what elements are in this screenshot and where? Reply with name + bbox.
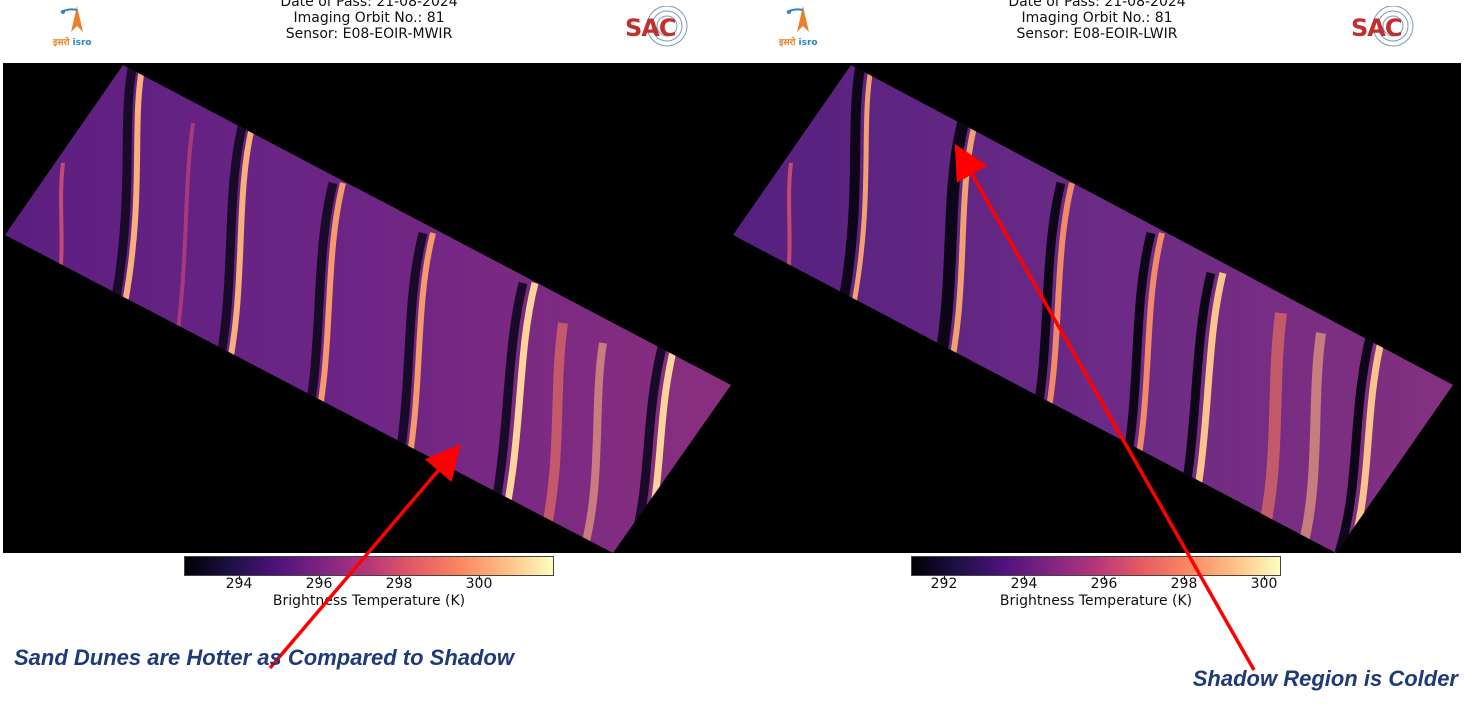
colorbar-ticks: 292 294 296 298 300 (911, 576, 1281, 592)
colorbar (911, 556, 1281, 576)
isro-hindi: इसरो (53, 38, 70, 48)
orbit-number: Imaging Orbit No.: 81 (1021, 10, 1173, 26)
isro-logo: इसरो isro (779, 4, 827, 48)
mwir-panel: इसरो isro Date of Pass: 21-08-2024 Imagin… (3, 0, 735, 620)
sac-logo: SAC (1349, 6, 1427, 50)
sac-logo-text: SAC (1351, 14, 1402, 42)
colorbar-tick-label: 298 (1170, 576, 1198, 592)
pass-header: Date of Pass: 21-08-2024 Imaging Orbit N… (3, 0, 735, 42)
annotation-cold-shadow: Shadow Region is Colder (1192, 666, 1458, 691)
isro-hindi: इसरो (779, 38, 796, 48)
mwir-thermal-image (3, 63, 733, 553)
colorbar-tick-label: 300 (465, 576, 493, 592)
colorbar-label: Brightness Temperature (K) (272, 593, 466, 609)
lwir-panel: इसरो isro Date of Pass: 21-08-2024 Imagin… (731, 0, 1463, 620)
isro-english: isro (72, 38, 92, 48)
sac-logo-text: SAC (625, 14, 676, 42)
colorbar-tick-label: 298 (385, 576, 413, 592)
orbit-number: Imaging Orbit No.: 81 (293, 10, 445, 26)
annotation-hot-dunes: Sand Dunes are Hotter as Compared to Sha… (14, 645, 514, 670)
isro-english: isro (798, 38, 818, 48)
colorbar-tick-label: 294 (225, 576, 253, 592)
colorbar-tick-label: 300 (1250, 576, 1278, 592)
colorbar-ticks: 294 296 298 300 (184, 576, 554, 592)
sensor-name: Sensor: E08-EOIR-MWIR (285, 26, 453, 42)
colorbar (184, 556, 554, 576)
isro-logo: इसरो isro (53, 4, 101, 48)
colorbar-tick-label: 296 (1090, 576, 1118, 592)
rocket-icon (786, 6, 809, 32)
sensor-name: Sensor: E08-EOIR-LWIR (1016, 26, 1178, 42)
pass-header: Date of Pass: 21-08-2024 Imaging Orbit N… (731, 0, 1463, 42)
date-of-pass: Date of Pass: 21-08-2024 (1008, 0, 1186, 10)
rocket-icon (60, 6, 83, 32)
colorbar-tick-label: 292 (930, 576, 958, 592)
colorbar-tick-label: 294 (1010, 576, 1038, 592)
sac-logo: SAC (623, 6, 701, 50)
date-of-pass: Date of Pass: 21-08-2024 (280, 0, 458, 10)
colorbar-tick-label: 296 (305, 576, 333, 592)
lwir-thermal-image (731, 63, 1461, 553)
colorbar-label: Brightness Temperature (K) (999, 593, 1193, 609)
